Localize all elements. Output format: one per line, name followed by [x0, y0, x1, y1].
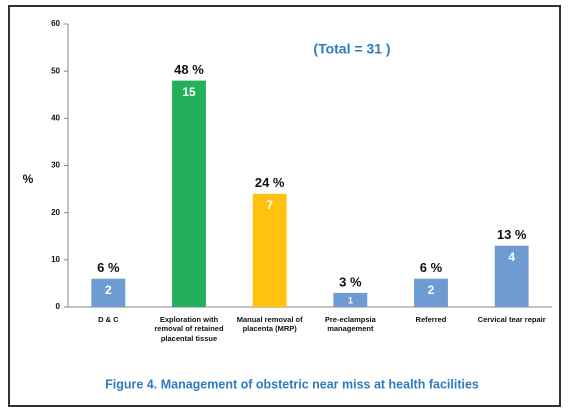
x-tick-label: Manual removal of placenta (MRP) [236, 315, 303, 334]
bar [172, 80, 206, 307]
annotation: (Total = 31 ) [313, 41, 390, 57]
bar [333, 292, 368, 307]
x-tick-label: Exploration with removal of retained pla… [154, 315, 224, 343]
y-tick-label: 50 [51, 66, 60, 75]
x-tick-label: Cervical tear repair [477, 315, 546, 324]
bar [414, 278, 448, 307]
value-label: 13 % [497, 227, 527, 242]
y-tick-label: 10 [51, 255, 60, 264]
y-axis-label: % [23, 172, 34, 186]
bar [252, 193, 287, 307]
x-tick-label-box: Manual removal of placenta (MRP) [236, 315, 303, 334]
value-label: 3 % [339, 274, 362, 289]
count-label: 1 [348, 295, 353, 305]
x-tick-label-box: Exploration with removal of retained pla… [154, 315, 224, 343]
chart-title: Figure 4. Management of obstetric near m… [105, 377, 479, 391]
y-tick-label: 20 [51, 208, 60, 217]
x-tick-label-box: Pre-eclampsia management [324, 315, 376, 334]
x-tick-label: Referred [415, 315, 447, 324]
value-label: 24 % [255, 175, 285, 190]
x-tick-label-box: Cervical tear repair [477, 315, 546, 324]
value-label: 6 % [97, 260, 120, 275]
count-label: 2 [105, 283, 112, 297]
y-tick-label: 60 [51, 19, 60, 28]
bar [91, 278, 126, 307]
y-tick-label: 30 [51, 161, 60, 170]
count-label: 15 [182, 85, 196, 99]
count-label: 2 [428, 283, 435, 297]
count-label: 4 [508, 250, 515, 264]
x-tick-label: D & C [98, 315, 119, 324]
count-label: 7 [266, 198, 273, 212]
y-tick-label: 0 [56, 302, 61, 311]
bar [494, 245, 529, 307]
x-tick-label-box: Referred [415, 315, 447, 324]
y-tick-label: 40 [51, 113, 60, 122]
value-label: 48 % [174, 62, 204, 77]
x-tick-label: Pre-eclampsia management [324, 315, 376, 334]
x-tick-label-box: D & C [98, 315, 119, 324]
value-label: 6 % [420, 260, 443, 275]
